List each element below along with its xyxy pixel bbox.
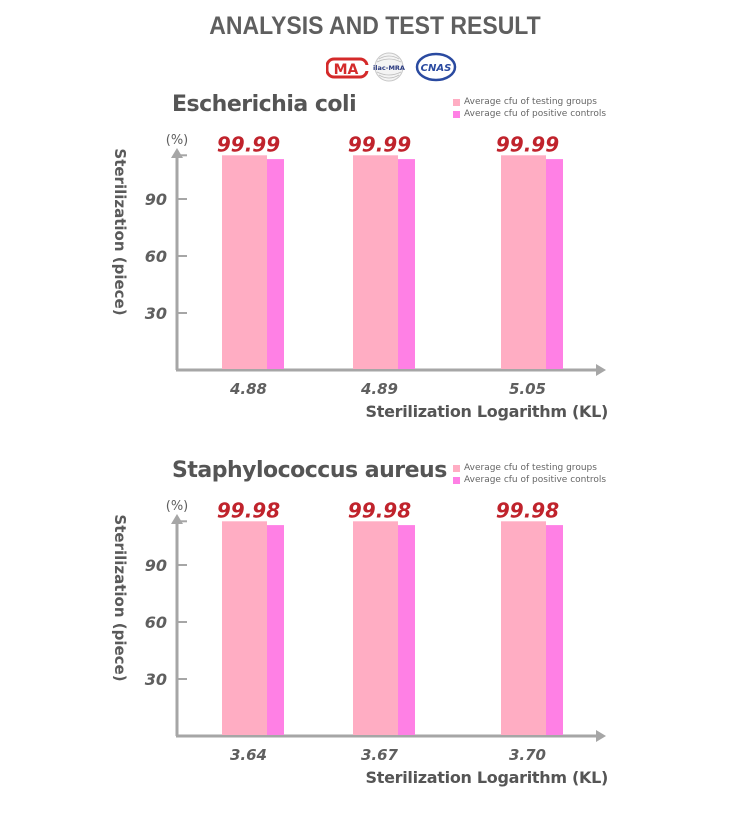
x-axis-arrow-icon <box>596 730 606 742</box>
y-tick-label: 60 <box>145 613 167 632</box>
y-axis-unit-label: (%) <box>166 499 189 514</box>
legend-swatch-testing <box>453 98 460 106</box>
y-tick-label: 60 <box>145 247 167 266</box>
x-tick-label: 3.70 <box>509 746 546 764</box>
y-tick-label: 90 <box>145 190 167 209</box>
legend-label: Average cfu of positive controls <box>464 109 607 119</box>
bar-positive-control <box>398 525 415 735</box>
bar-testing-group <box>501 155 546 369</box>
bar-testing-group <box>353 521 398 735</box>
legend-label: Average cfu of testing groups <box>464 97 597 107</box>
legend-item-positive: Average cfu of positive controls <box>453 474 606 486</box>
bar-positive-control <box>398 159 415 369</box>
plot-area: (%) 30 60 90 99.98 3.64 99.98 3.67 99.98 3.70 <box>145 498 606 764</box>
x-axis-title: Sterilization Logarithm (KL) <box>365 402 609 421</box>
data-label: 99.98 <box>496 498 559 522</box>
legend-label: Average cfu of testing groups <box>464 463 597 473</box>
x-tick-label: 3.67 <box>361 746 399 764</box>
bar-positive-control <box>546 525 563 735</box>
bar-positive-control <box>267 525 284 735</box>
y-axis-unit-label: (%) <box>166 133 189 148</box>
bar-testing-group <box>222 521 267 735</box>
bar-testing-group <box>353 155 398 369</box>
x-tick-label: 4.89 <box>360 380 398 398</box>
chart-title: Escherichia coli <box>172 92 357 117</box>
chart-title: Staphylococcus aureus <box>172 458 447 483</box>
x-tick-label: 5.05 <box>509 380 546 398</box>
cnas-logo-text: CNAS <box>421 63 452 74</box>
legend-swatch-positive <box>453 476 460 484</box>
data-label: 99.98 <box>348 498 411 522</box>
y-tick-label: 90 <box>145 556 167 575</box>
cnas-logo: CNAS <box>415 52 457 82</box>
certification-logos: MA ilac-MRA CNAS <box>326 52 457 82</box>
chart-staphylococcus-aureus: Staphylococcus aureus Average cfu of tes… <box>0 458 750 818</box>
legend-swatch-positive <box>453 110 460 118</box>
bar-positive-control <box>546 159 563 369</box>
page-title: ANALYSIS AND TEST RESULT <box>209 12 541 40</box>
legend-item-testing: Average cfu of testing groups <box>453 462 606 474</box>
legend: Average cfu of testing groups Average cf… <box>453 462 606 486</box>
data-label: 99.98 <box>217 498 280 522</box>
cma-logo-text: MA <box>334 62 359 78</box>
data-label: 99.99 <box>348 132 411 156</box>
data-label: 99.99 <box>217 132 280 156</box>
y-tick-label: 30 <box>145 670 167 689</box>
ilac-logo-text: ilac-MRA <box>373 64 405 72</box>
y-axis-arrow-icon <box>171 148 183 158</box>
x-axis-arrow-icon <box>596 364 606 376</box>
legend-item-testing: Average cfu of testing groups <box>453 96 606 108</box>
bar-positive-control <box>267 159 284 369</box>
legend: Average cfu of testing groups Average cf… <box>453 96 606 120</box>
chart-escherichia-coli: Escherichia coli Average cfu of testing … <box>0 92 750 452</box>
legend-swatch-testing <box>453 464 460 472</box>
bar-testing-group <box>501 521 546 735</box>
x-tick-label: 4.88 <box>229 380 267 398</box>
bar-testing-group <box>222 155 267 369</box>
legend-item-positive: Average cfu of positive controls <box>453 108 606 120</box>
plot-area: (%) 30 60 90 99.99 4.88 99.99 4.89 99.99 5.05 <box>145 132 606 398</box>
legend-label: Average cfu of positive controls <box>464 475 607 485</box>
y-tick-label: 30 <box>145 304 167 323</box>
y-axis-arrow-icon <box>171 514 183 524</box>
x-axis-title: Sterilization Logarithm (KL) <box>365 768 609 787</box>
x-tick-label: 3.64 <box>230 746 267 764</box>
ilac-logo: ilac-MRA <box>373 52 405 82</box>
cma-logo: MA <box>326 57 369 79</box>
data-label: 99.99 <box>496 132 559 156</box>
